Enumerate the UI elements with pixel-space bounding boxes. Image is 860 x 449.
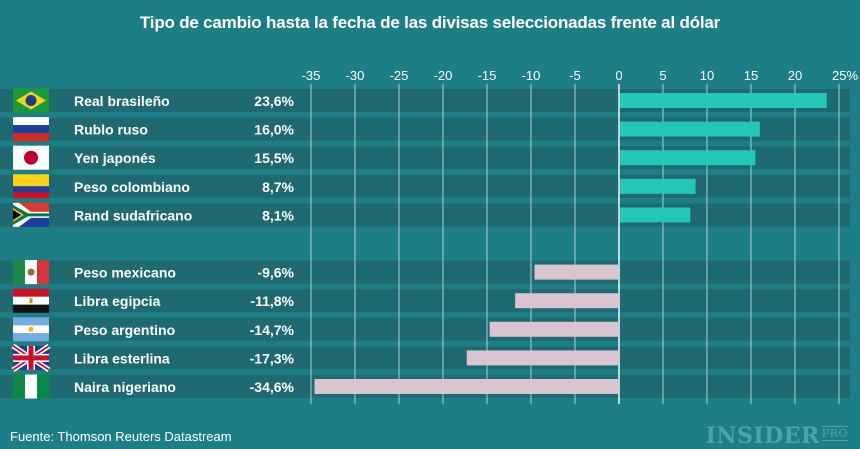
flag-part xyxy=(13,288,49,297)
value-label: -11,8% xyxy=(250,293,294,309)
tick-label: 15 xyxy=(744,68,758,83)
currency-name: Libra esterlina xyxy=(74,350,170,366)
bar xyxy=(620,207,691,223)
brazil-flag-icon xyxy=(13,88,49,113)
currency-name: Rand sudafricano xyxy=(74,207,192,223)
bar xyxy=(620,93,827,108)
value-label: 8,7% xyxy=(262,179,294,195)
flag-part xyxy=(13,133,49,142)
row-band xyxy=(0,317,850,341)
value-label: -34,6% xyxy=(250,379,295,395)
flag-part xyxy=(13,204,49,225)
flag-part xyxy=(29,298,33,304)
insider-pro-logo: INSIDER PRO xyxy=(706,423,848,449)
flag-part xyxy=(13,304,49,313)
argentina-flag-icon xyxy=(13,317,49,342)
bar xyxy=(515,293,618,309)
flag-part xyxy=(25,374,37,399)
flag-part xyxy=(28,326,34,332)
tick-label: 5 xyxy=(659,68,666,83)
flag-part xyxy=(25,95,37,106)
currency-name: Real brasileño xyxy=(74,93,170,109)
currency-name: Yen japonés xyxy=(74,150,156,166)
colombia-flag-icon xyxy=(13,174,49,199)
row-band xyxy=(0,289,850,313)
tick-label: -35 xyxy=(302,68,321,83)
uk-flag-icon xyxy=(11,343,51,372)
flag-part xyxy=(13,186,49,193)
bar xyxy=(534,264,618,280)
chart-title: Tipo de cambio hasta la fecha de las div… xyxy=(139,13,721,32)
flag-part xyxy=(27,268,35,276)
flag-part xyxy=(13,374,25,399)
flag-part xyxy=(13,192,49,199)
russia-flag-icon xyxy=(13,117,49,142)
tick-label: 10 xyxy=(700,68,714,83)
bar xyxy=(620,178,696,194)
nigeria-flag-icon xyxy=(13,374,49,399)
currency-name: Peso mexicano xyxy=(74,265,176,281)
bar xyxy=(620,121,760,137)
logo-main: INSIDER xyxy=(705,423,820,449)
tick-label: 25% xyxy=(832,68,858,83)
value-label: 23,6% xyxy=(254,93,294,109)
flag-part xyxy=(13,174,49,187)
bar xyxy=(466,350,618,366)
value-label: -17,3% xyxy=(250,350,295,366)
flag-part xyxy=(13,333,49,342)
currency-name: Libra egipcia xyxy=(74,293,161,309)
japan-flag-icon xyxy=(13,145,49,170)
flag-part xyxy=(13,260,25,285)
value-label: -14,7% xyxy=(250,322,295,338)
value-label: -9,6% xyxy=(257,265,294,281)
value-label: 15,5% xyxy=(254,150,294,166)
tick-label: -20 xyxy=(434,68,453,83)
mexico-flag-icon xyxy=(13,260,49,285)
flag-part xyxy=(24,150,38,165)
flag-part xyxy=(37,260,49,285)
tick-label: 0 xyxy=(615,68,622,83)
flag-part xyxy=(13,117,49,126)
flag-part xyxy=(37,374,49,399)
tick-label: -5 xyxy=(569,68,581,83)
row-band xyxy=(0,346,850,370)
flag-part xyxy=(13,317,49,326)
bar xyxy=(314,379,618,394)
flag-part xyxy=(13,355,49,361)
tick-label: -30 xyxy=(346,68,365,83)
tick-label: 20 xyxy=(788,68,802,83)
value-label: 16,0% xyxy=(254,122,294,138)
bar xyxy=(620,150,756,166)
currency-name: Rublo ruso xyxy=(74,122,148,138)
currency-name: Peso colombiano xyxy=(74,179,190,195)
tick-label: -25 xyxy=(390,68,409,83)
flag-part xyxy=(13,209,21,220)
tick-label: -15 xyxy=(478,68,497,83)
egypt-flag-icon xyxy=(13,288,49,313)
source-note: Fuente: Thomson Reuters Datastream xyxy=(10,429,232,444)
flag-part xyxy=(13,125,49,134)
south-africa-flag-icon xyxy=(13,202,49,227)
bar xyxy=(489,321,618,337)
tick-label: -10 xyxy=(522,68,541,83)
row-band xyxy=(0,260,850,284)
currency-name: Peso argentino xyxy=(74,322,175,338)
value-label: 8,1% xyxy=(262,207,294,223)
logo-sub: PRO xyxy=(821,426,848,441)
currency-name: Naira nigeriano xyxy=(74,379,176,395)
